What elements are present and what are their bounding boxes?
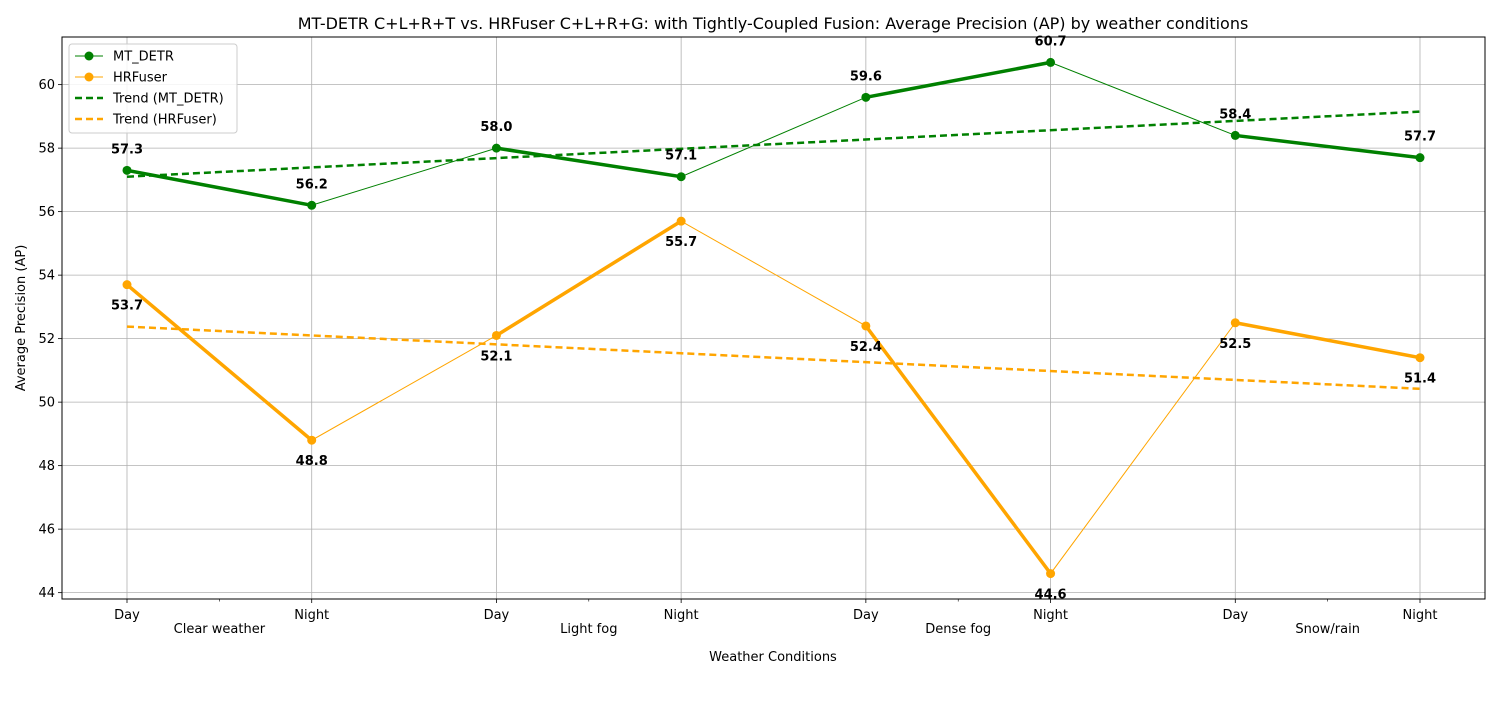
data-point [676, 216, 686, 226]
y-tick-label: 50 [38, 396, 55, 411]
legend-entry-label: Trend (MT_DETR) [112, 92, 224, 107]
data-label: 56.2 [296, 177, 328, 192]
data-point [122, 280, 132, 290]
x-group-label: Clear weather [174, 622, 266, 637]
y-tick-label: 44 [38, 586, 55, 601]
series-group-segment [125, 282, 314, 442]
data-point [1046, 57, 1056, 67]
series-group-segment [1233, 321, 1422, 360]
data-label: 53.7 [111, 299, 143, 314]
data-label: 57.3 [111, 142, 143, 157]
series-lines [122, 57, 1425, 579]
data-point [676, 172, 686, 182]
x-axis-label: Weather Conditions [709, 650, 837, 665]
x-tick-label: Day [484, 608, 510, 623]
x-tick-label: Day [853, 608, 879, 623]
data-label: 58.0 [480, 120, 512, 135]
x-tick-label: Night [664, 608, 699, 623]
data-label: 52.4 [850, 340, 882, 355]
y-axis-ticks: 44 46 48 50 52 54 56 58 60 [38, 78, 62, 601]
legend-entry-label: MT_DETR [113, 50, 174, 65]
trend-lines [126, 110, 1421, 391]
series-group-segment [1233, 133, 1422, 160]
x-axis-ticks: Day Night Day Night Day Night Day Night Clear we… [114, 599, 1437, 637]
data-point [1230, 130, 1240, 140]
x-tick-label: Night [1403, 608, 1438, 623]
x-tick-label: Day [1222, 608, 1248, 623]
data-label: 55.7 [665, 235, 697, 250]
data-labels: 57.3 56.2 58.0 57.1 59.6 60.7 58.4 57.7 53.7 48.8… [111, 34, 1436, 602]
grid-lines [62, 37, 1485, 599]
series-line [126, 220, 1421, 575]
data-label: 52.1 [480, 349, 512, 364]
y-tick-label: 54 [38, 269, 55, 284]
data-point [1415, 353, 1425, 363]
data-label: 48.8 [296, 454, 328, 469]
y-tick-label: 58 [38, 142, 55, 157]
x-tick-label: Night [1033, 608, 1068, 623]
chart-title: MT-DETR C+L+R+T vs. HRFuser C+L+R+G: wit… [298, 14, 1249, 33]
data-label: 52.5 [1219, 337, 1251, 352]
x-tick-label: Night [294, 608, 329, 623]
data-point [1046, 569, 1056, 579]
series-group-segment [864, 324, 1053, 576]
series-group-segment [125, 168, 314, 208]
data-point [491, 330, 501, 340]
data-point [307, 200, 317, 210]
data-point [861, 321, 871, 331]
legend-swatch-marker [84, 51, 94, 61]
data-point [307, 435, 317, 445]
y-tick-label: 48 [38, 459, 55, 474]
legend: MT_DETR HRFuser Trend (MT_DETR) Trend (HRFu… [68, 43, 238, 134]
y-tick-label: 56 [38, 205, 55, 220]
data-label: 59.6 [850, 69, 882, 84]
series-group-segment [494, 219, 683, 338]
trend-line [126, 325, 1421, 391]
data-point [1230, 318, 1240, 328]
legend-entry-label: HRFuser [113, 71, 168, 86]
legend-box [68, 43, 238, 134]
legend-entry-label: Trend (HRFuser) [112, 113, 217, 128]
trend-line [126, 110, 1421, 178]
plot-area [62, 37, 1485, 599]
data-label: 58.4 [1219, 107, 1251, 122]
x-tick-label: Day [114, 608, 140, 623]
data-label: 57.1 [665, 149, 697, 164]
y-tick-label: 52 [38, 332, 55, 347]
series-line [126, 61, 1421, 206]
series-group-segment [864, 60, 1053, 100]
data-point [861, 92, 871, 102]
data-point [491, 143, 501, 153]
y-axis-label: Average Precision (AP) [14, 245, 29, 392]
series-group-segment [494, 146, 683, 179]
x-group-label: Dense fog [925, 622, 991, 637]
y-tick-label: 60 [38, 78, 55, 93]
x-group-label: Light fog [560, 622, 617, 637]
data-point [1415, 153, 1425, 163]
data-label: 57.7 [1404, 130, 1436, 145]
plot-frame [61, 36, 1486, 600]
data-label: 60.7 [1035, 34, 1067, 49]
data-label: 51.4 [1404, 372, 1436, 387]
y-tick-label: 46 [38, 523, 55, 538]
x-group-label: Snow/rain [1295, 622, 1360, 637]
data-point [122, 165, 132, 175]
legend-swatch-marker [84, 72, 94, 82]
